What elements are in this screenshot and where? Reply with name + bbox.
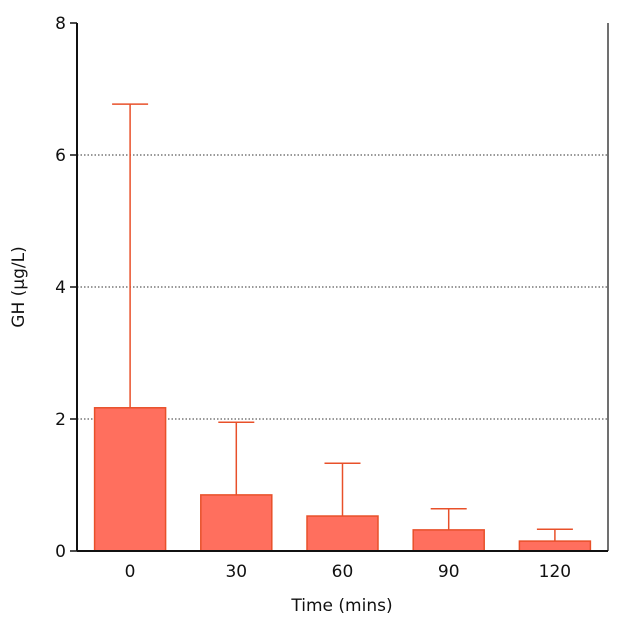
y-tick-label: 4 — [55, 278, 66, 298]
x-tick-label: 90 — [438, 562, 460, 582]
y-tick-label: 8 — [55, 14, 66, 34]
y-tick-label: 2 — [55, 410, 66, 430]
bar-group-120 — [518, 528, 592, 552]
bar — [306, 515, 379, 552]
x-tick-label: 30 — [225, 562, 247, 582]
bars — [93, 103, 592, 552]
y-tick-label: 0 — [55, 542, 66, 562]
y-tick-label: 6 — [55, 146, 66, 166]
bar-group-30 — [200, 421, 273, 552]
x-tick-labels: 0 30 60 90 120 — [125, 562, 571, 582]
y-tick-labels: 0 2 4 6 8 — [55, 14, 66, 562]
x-tick-label: 60 — [332, 562, 354, 582]
bar — [412, 529, 485, 552]
axes — [70, 22, 609, 552]
bar-group-0 — [93, 103, 167, 552]
gridlines — [77, 154, 608, 420]
x-axis-label: Time (mins) — [290, 596, 392, 616]
y-axis-label: GH (µg/L) — [9, 246, 29, 327]
bar — [200, 494, 273, 552]
x-tick-label: 120 — [539, 562, 571, 582]
x-tick-label: 0 — [125, 562, 136, 582]
bar — [518, 540, 592, 552]
bar-group-60 — [306, 462, 379, 552]
bar — [93, 407, 167, 552]
bar-group-90 — [412, 508, 485, 552]
